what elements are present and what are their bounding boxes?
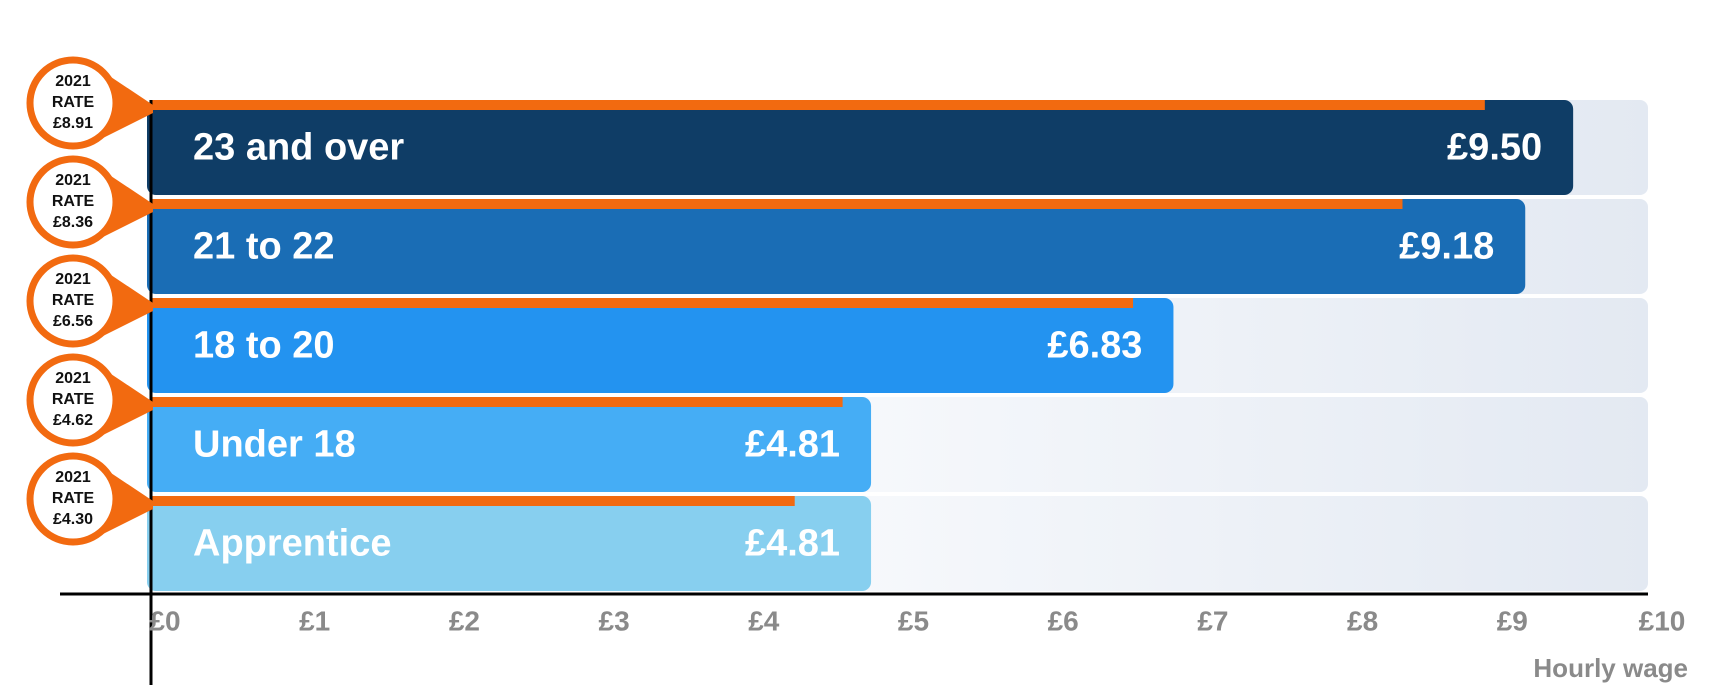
value-label: £9.50 bbox=[1447, 127, 1542, 169]
bubble-text: RATE bbox=[52, 94, 95, 111]
bubble-value: £4.30 bbox=[53, 511, 93, 528]
bubble-value: £4.62 bbox=[53, 412, 93, 429]
x-tick-label: £5 bbox=[898, 605, 929, 636]
x-tick-label: £8 bbox=[1347, 605, 1378, 636]
previous-rate-line bbox=[151, 496, 795, 506]
x-tick-label: £10 bbox=[1639, 605, 1686, 636]
previous-rate-line bbox=[151, 199, 1403, 209]
bubble-text: 2021 bbox=[55, 370, 91, 387]
value-label: £9.18 bbox=[1399, 226, 1494, 268]
bubble-text: RATE bbox=[52, 193, 95, 210]
bubble-value: £8.91 bbox=[53, 115, 93, 132]
bubbles: 2021 RATE £8.91 2021 RATE £8.36 2021 RATE £6.56 2… bbox=[26, 56, 153, 546]
bubble-text: RATE bbox=[52, 490, 95, 507]
bubble-text: RATE bbox=[52, 292, 95, 309]
bubble-text: RATE bbox=[52, 391, 95, 408]
bar bbox=[147, 199, 1526, 294]
value-label: £6.83 bbox=[1047, 325, 1142, 367]
bar bbox=[147, 100, 1574, 195]
bubble bbox=[26, 155, 120, 249]
bar bbox=[147, 298, 1174, 393]
category-label: Apprentice bbox=[193, 523, 391, 565]
bubble-text: 2021 bbox=[55, 172, 91, 189]
value-label: £4.81 bbox=[745, 424, 840, 466]
x-tick-label: £4 bbox=[748, 605, 780, 636]
category-label: 21 to 22 bbox=[193, 226, 335, 268]
bubble bbox=[26, 353, 120, 447]
bubble bbox=[26, 56, 120, 150]
bar bbox=[147, 496, 872, 591]
x-ticks: £0 £1 £2 £3 £4 £5 £6 £7 £8 £9 £10 bbox=[149, 605, 1685, 636]
category-label: 23 and over bbox=[193, 127, 404, 169]
x-axis-label: Hourly wage bbox=[1533, 653, 1688, 683]
bubble-text: 2021 bbox=[55, 271, 91, 288]
value-label: £4.81 bbox=[745, 523, 840, 565]
bubble-text: 2021 bbox=[55, 73, 91, 90]
bar bbox=[147, 397, 872, 492]
category-label: 18 to 20 bbox=[193, 325, 335, 367]
bubble-value: £8.36 bbox=[53, 214, 93, 231]
previous-rate-line bbox=[151, 298, 1134, 308]
x-tick-label: £2 bbox=[449, 605, 480, 636]
previous-rate-line bbox=[151, 397, 843, 407]
bubble bbox=[26, 452, 120, 546]
x-tick-label: £7 bbox=[1197, 605, 1228, 636]
x-tick-label: £1 bbox=[299, 605, 330, 636]
x-tick-label: £3 bbox=[599, 605, 630, 636]
x-tick-label: £9 bbox=[1497, 605, 1528, 636]
x-tick-label: £6 bbox=[1048, 605, 1079, 636]
x-tick-label: £0 bbox=[149, 605, 180, 636]
bubble-value: £6.56 bbox=[53, 313, 93, 330]
bubble bbox=[26, 254, 120, 348]
bubble-text: 2021 bbox=[55, 469, 91, 486]
bars: 23 and over £9.50 21 to 22 £9.18 18 to 20 £6.… bbox=[147, 100, 1574, 591]
category-label: Under 18 bbox=[193, 424, 356, 466]
previous-rate-line bbox=[151, 100, 1485, 110]
